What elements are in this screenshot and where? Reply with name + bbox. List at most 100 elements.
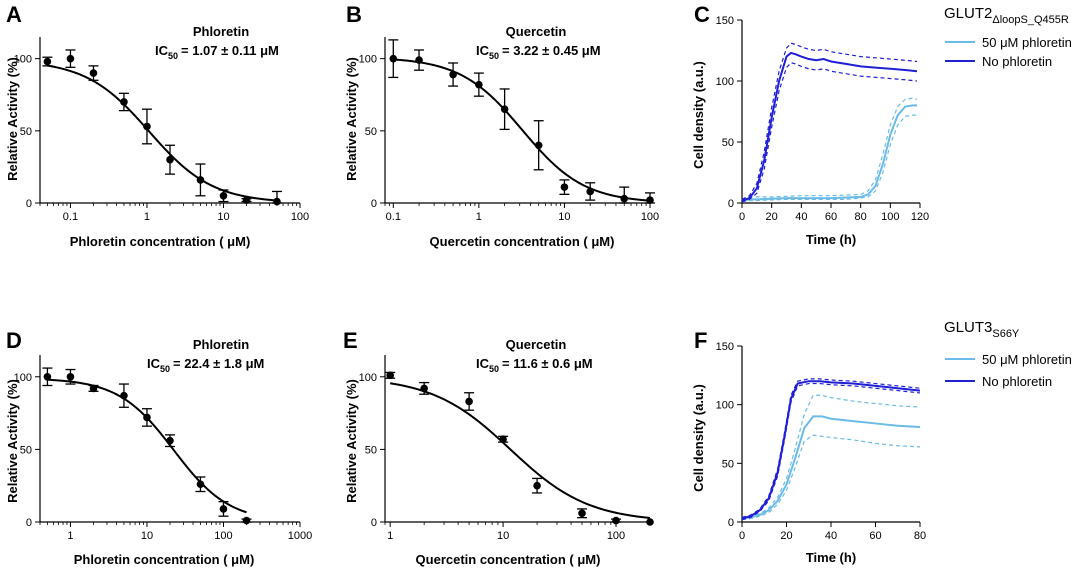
panel-a-data-point <box>273 197 281 206</box>
panel-b-label: B <box>346 2 362 27</box>
panel-b-data-point <box>475 80 483 89</box>
panel-c-control-lower-band <box>741 62 918 203</box>
panel-f-ytick-label: 100 <box>716 400 734 412</box>
panel-b-data-point <box>534 141 543 150</box>
panel-f-xtick-label: 0 <box>739 530 745 542</box>
panel-a-xtick-label: 1 <box>144 211 150 223</box>
panel-a-label: A <box>6 2 22 27</box>
panel-b-data-point <box>389 54 398 63</box>
panel-d-data-point <box>166 436 174 445</box>
panel-f-construct: GLUT3S66Y <box>944 319 1020 340</box>
panel-a-xtick-label: 100 <box>291 211 309 223</box>
panel-d-xtick-label: 100 <box>214 530 232 542</box>
panel-b-ic50-sub: 50 <box>489 51 499 61</box>
panel-e-ic50-prefix: IC <box>476 356 490 371</box>
panel-a-ytick-label: 50 <box>20 126 32 138</box>
panel-b-title: Quercetin <box>506 24 567 39</box>
panel-f-xtick-label: 40 <box>825 530 837 542</box>
panel-a-data-point <box>43 57 52 66</box>
panel-a-xtick-label: 10 <box>217 211 229 223</box>
panel-a-data-point <box>166 155 174 164</box>
panel-f-legend: 50 μM phloretin No phloretin <box>945 352 1072 389</box>
panel-d-data-point <box>43 372 52 381</box>
panel-d-ic50-sub: 50 <box>160 364 170 374</box>
panel-e-ytick-label: 0 <box>371 517 377 529</box>
panel-e-ytick-label: 50 <box>365 444 377 456</box>
panel-f-ytick-label: 150 <box>716 341 734 353</box>
panel-b-data-point <box>415 56 423 64</box>
panel-e-ic50: IC50 = 11.6 ± 0.6 μM <box>476 356 593 374</box>
panel-c: C GLUT2ΔloopS_Q455R 50 μM phloretin No p… <box>691 2 1072 247</box>
panel-e-data-point <box>420 384 428 393</box>
panel-b-ytick-label: 0 <box>371 198 377 210</box>
panel-c-label: C <box>694 2 710 27</box>
panel-e-xlabel: Quercetin concentration ( μM) <box>416 552 601 567</box>
panel-e-title: Quercetin <box>506 337 567 352</box>
panel-d-xtick-label: 10 <box>141 530 153 542</box>
panel-c-legend: 50 μM phloretin No phloretin <box>945 35 1072 69</box>
panel-c-ytick-label: 150 <box>716 15 734 27</box>
panel-f-xtick-label: 80 <box>914 530 926 542</box>
panel-c-ylabel: Cell density (a.u.) <box>691 61 706 169</box>
panel-b-xlabel: Quercetin concentration ( μM) <box>430 234 615 249</box>
panel-d-xlabel: Phloretin concentration ( μM) <box>74 552 255 567</box>
panel-a-data-point <box>242 196 251 204</box>
panel-a-ic50-sub: 50 <box>168 51 178 61</box>
panel-e-ic50-sub: 50 <box>489 364 499 374</box>
panel-c-xtick-label: 20 <box>766 211 778 223</box>
panel-b-data-point <box>620 194 629 203</box>
panel-e-ytick-label: 100 <box>359 372 377 384</box>
panel-d-xtick-label: 1 <box>67 530 73 542</box>
panel-a-title: Phloretin <box>193 24 249 39</box>
panel-d-data-point <box>196 480 205 489</box>
panel-c-phloretin-upper-band <box>741 97 918 200</box>
panel-a-plot: 0 50 100 0.1 1 10 100 <box>14 37 309 223</box>
panel-d-data-point <box>242 516 251 525</box>
panel-e-xtick-label: 1 <box>387 530 393 542</box>
panel-a-data-point <box>219 191 228 200</box>
panel-a-ylabel: Relative Activity (%) <box>5 57 20 181</box>
panel-c-xlabel: Time (h) <box>806 232 856 247</box>
panel-e-ylabel: Relative Activity (%) <box>344 379 359 503</box>
panel-b-xtick-label: 0.1 <box>386 211 401 223</box>
panel-c-xtick-label: 60 <box>825 211 837 223</box>
panel-b: B Quercetin IC50 = 3.22 ± 0.45 μM 0 50 100 0… <box>344 2 659 249</box>
panel-c-control-upper-band <box>741 42 918 200</box>
panel-b-ic50-prefix: IC <box>476 43 490 58</box>
panel-e-data-point <box>499 435 507 444</box>
panel-d-data-point <box>143 413 151 422</box>
panel-f-xlabel: Time (h) <box>806 550 856 565</box>
panel-a-ytick-label: 0 <box>26 198 32 210</box>
panel-d-plot: 0 50 100 1 10 100 1000 <box>14 355 312 542</box>
panel-d-ic50: IC50 = 22.4 ± 1.8 μM <box>147 356 264 374</box>
panel-e-data-point <box>578 509 586 518</box>
panel-d-ic50-prefix: IC <box>147 356 161 371</box>
panel-b-data-point <box>586 187 594 196</box>
panel-b-ytick-label: 100 <box>359 54 377 66</box>
panel-c-construct: GLUT2ΔloopS_Q455R <box>944 5 1069 26</box>
panel-f-label: F <box>694 328 707 353</box>
panel-e-data-point <box>465 397 473 406</box>
panel-b-data-point <box>646 196 654 204</box>
panel-f-phloretin-lower-band <box>741 434 921 521</box>
panel-b-ic50: IC50 = 3.22 ± 0.45 μM <box>476 43 601 61</box>
panel-c-legend-phloretin: 50 μM phloretin <box>982 35 1072 50</box>
panel-a-fit-curve <box>47 64 278 202</box>
panel-f-control-mean-line <box>741 380 921 520</box>
panel-b-fit-curve <box>393 58 651 202</box>
panel-b-data-point <box>560 183 569 191</box>
panel-f: F GLUT3S66Y 50 μM phloretin No phloretin… <box>691 319 1072 565</box>
panel-d-data-point <box>219 505 228 513</box>
panel-c-phloretin-mean-line <box>741 104 918 202</box>
panel-d-xtick-label: 1000 <box>288 530 312 542</box>
panel-e-data-point <box>533 481 541 490</box>
panel-d-data-point <box>120 391 128 400</box>
panel-e-data-point <box>612 516 620 525</box>
panel-c-xtick-label: 80 <box>855 211 867 223</box>
panel-a-ic50-value: = 1.07 ± 0.11 μM <box>181 43 279 58</box>
panel-f-control-upper-band <box>741 378 921 518</box>
panel-a-xlabel: Phloretin concentration ( μM) <box>70 234 251 249</box>
panel-d-ic50-value: = 22.4 ± 1.8 μM <box>173 356 264 371</box>
